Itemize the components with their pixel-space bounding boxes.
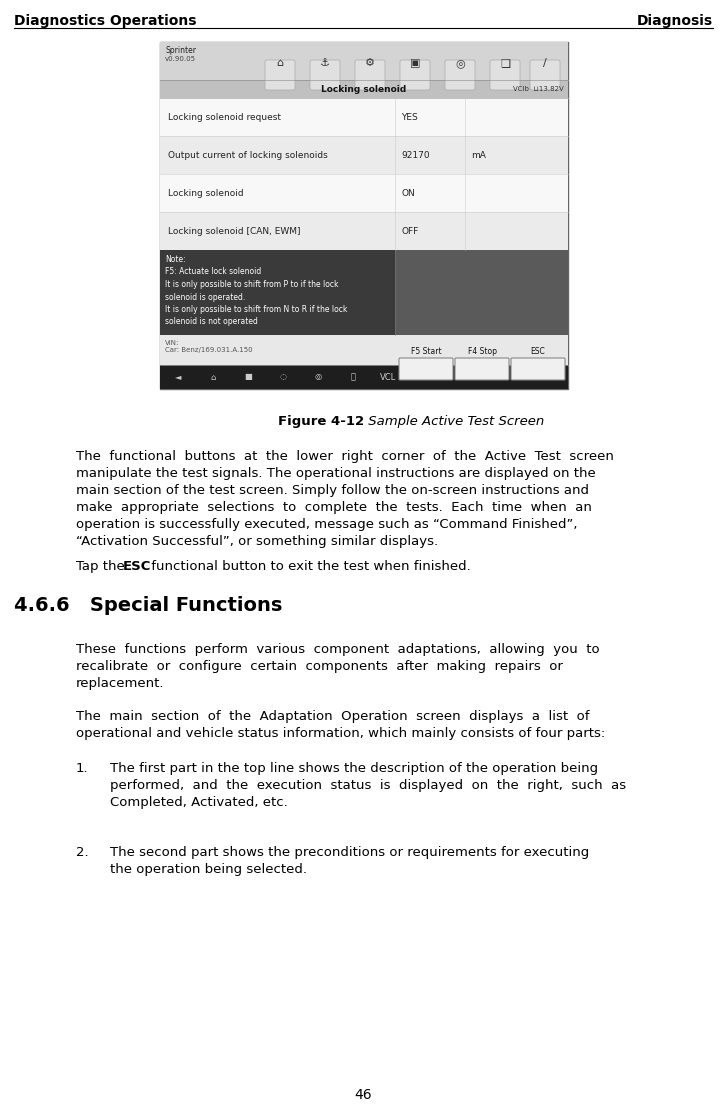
Text: operation is successfully executed, message such as “Command Finished”,: operation is successfully executed, mess… bbox=[76, 518, 577, 532]
Text: VCIb  ⊔13.82V: VCIb ⊔13.82V bbox=[513, 86, 564, 92]
Text: ◎: ◎ bbox=[455, 57, 465, 69]
Text: ⚓: ⚓ bbox=[320, 57, 330, 69]
Text: ⬜: ⬜ bbox=[350, 372, 356, 381]
Text: make  appropriate  selections  to  complete  the  tests.  Each  time  when  an: make appropriate selections to complete … bbox=[76, 501, 592, 514]
Bar bbox=[395, 250, 568, 335]
Text: ESC: ESC bbox=[123, 560, 151, 573]
Bar bbox=[160, 173, 568, 212]
Text: ◌: ◌ bbox=[279, 372, 286, 381]
Text: 10:38: 10:38 bbox=[541, 372, 563, 381]
Text: manipulate the test signals. The operational instructions are displayed on the: manipulate the test signals. The operati… bbox=[76, 467, 595, 480]
Text: VCL: VCL bbox=[380, 372, 396, 381]
Text: ❑: ❑ bbox=[500, 57, 510, 69]
Text: /: / bbox=[543, 57, 547, 69]
Bar bbox=[160, 335, 568, 365]
FancyBboxPatch shape bbox=[400, 60, 430, 90]
Text: ⚙: ⚙ bbox=[365, 57, 375, 69]
Text: ⌂: ⌂ bbox=[276, 57, 284, 69]
Text: These  functions  perform  various  component  adaptations,  allowing  you  to: These functions perform various componen… bbox=[76, 643, 600, 656]
Bar bbox=[160, 365, 568, 389]
Text: The  main  section  of  the  Adaptation  Operation  screen  displays  a  list  o: The main section of the Adaptation Opera… bbox=[76, 711, 590, 723]
FancyBboxPatch shape bbox=[310, 60, 340, 90]
Text: Output current of locking solenoids: Output current of locking solenoids bbox=[168, 150, 328, 159]
Text: VIN:
Car: Benz/169.031.A.150: VIN: Car: Benz/169.031.A.150 bbox=[165, 340, 252, 352]
Text: Completed, Activated, etc.: Completed, Activated, etc. bbox=[110, 796, 288, 809]
FancyBboxPatch shape bbox=[265, 60, 295, 90]
Text: functional button to exit the test when finished.: functional button to exit the test when … bbox=[147, 560, 471, 573]
Text: 46: 46 bbox=[355, 1088, 372, 1102]
Text: Note:
F5: Actuate lock solenoid
It is only possible to shift from P to if the lo: Note: F5: Actuate lock solenoid It is on… bbox=[165, 255, 348, 326]
Text: Diagnosis: Diagnosis bbox=[637, 14, 713, 28]
Text: Sample Active Test Screen: Sample Active Test Screen bbox=[364, 415, 545, 428]
Text: ■: ■ bbox=[244, 372, 252, 381]
Text: replacement.: replacement. bbox=[76, 677, 164, 690]
Bar bbox=[160, 250, 568, 335]
Text: mA: mA bbox=[471, 150, 486, 159]
Bar bbox=[160, 42, 568, 80]
Text: 4.6.6   Special Functions: 4.6.6 Special Functions bbox=[14, 596, 282, 615]
FancyBboxPatch shape bbox=[530, 60, 560, 90]
Text: YES: YES bbox=[401, 113, 418, 122]
Text: Locking solenoid: Locking solenoid bbox=[168, 189, 244, 198]
Text: The first part in the top line shows the description of the operation being: The first part in the top line shows the… bbox=[110, 762, 598, 775]
FancyBboxPatch shape bbox=[445, 60, 475, 90]
Text: Locking solenoid: Locking solenoid bbox=[321, 84, 406, 94]
Text: Figure 4-12: Figure 4-12 bbox=[278, 415, 364, 428]
FancyBboxPatch shape bbox=[355, 60, 385, 90]
Text: The  functional  buttons  at  the  lower  right  corner  of  the  Active  Test  : The functional buttons at the lower righ… bbox=[76, 450, 614, 463]
Text: “Activation Successful”, or something similar displays.: “Activation Successful”, or something si… bbox=[76, 535, 438, 548]
Bar bbox=[160, 42, 568, 389]
Text: Diagnostics Operations: Diagnostics Operations bbox=[14, 14, 196, 28]
FancyBboxPatch shape bbox=[511, 358, 565, 380]
Text: Tap the: Tap the bbox=[76, 560, 129, 573]
Text: recalibrate  or  configure  certain  components  after  making  repairs  or: recalibrate or configure certain compone… bbox=[76, 660, 563, 673]
Text: ⌂: ⌂ bbox=[210, 372, 216, 381]
Bar bbox=[160, 212, 568, 250]
Text: The second part shows the preconditions or requirements for executing: The second part shows the preconditions … bbox=[110, 846, 590, 859]
Text: ▶: ▶ bbox=[419, 372, 426, 381]
Text: Sprinter: Sprinter bbox=[165, 46, 196, 55]
Bar bbox=[160, 98, 568, 136]
Text: v0.90.05: v0.90.05 bbox=[165, 56, 196, 62]
Text: the operation being selected.: the operation being selected. bbox=[110, 863, 307, 876]
Text: ON: ON bbox=[401, 189, 414, 198]
Text: Locking solenoid [CAN, EWM]: Locking solenoid [CAN, EWM] bbox=[168, 227, 300, 235]
FancyBboxPatch shape bbox=[490, 60, 520, 90]
Text: 92170: 92170 bbox=[401, 150, 430, 159]
Text: ▣: ▣ bbox=[410, 57, 420, 69]
FancyBboxPatch shape bbox=[455, 358, 509, 380]
Text: 2.: 2. bbox=[76, 846, 89, 859]
Text: F5 Start: F5 Start bbox=[411, 347, 441, 357]
FancyBboxPatch shape bbox=[399, 358, 453, 380]
Bar bbox=[160, 136, 568, 173]
Text: 1.: 1. bbox=[76, 762, 89, 775]
Text: OFF: OFF bbox=[401, 227, 418, 235]
Text: performed,  and  the  execution  status  is  displayed  on  the  right,  such  a: performed, and the execution status is d… bbox=[110, 779, 626, 792]
Text: operational and vehicle status information, which mainly consists of four parts:: operational and vehicle status informati… bbox=[76, 727, 606, 740]
Text: ESC: ESC bbox=[531, 347, 545, 357]
Text: ◎: ◎ bbox=[314, 372, 321, 381]
Text: Locking solenoid request: Locking solenoid request bbox=[168, 113, 281, 122]
Bar bbox=[160, 80, 568, 98]
Text: ◄: ◄ bbox=[174, 372, 181, 381]
Text: main section of the test screen. Simply follow the on-screen instructions and: main section of the test screen. Simply … bbox=[76, 484, 589, 497]
Text: F4 Stop: F4 Stop bbox=[467, 347, 497, 357]
